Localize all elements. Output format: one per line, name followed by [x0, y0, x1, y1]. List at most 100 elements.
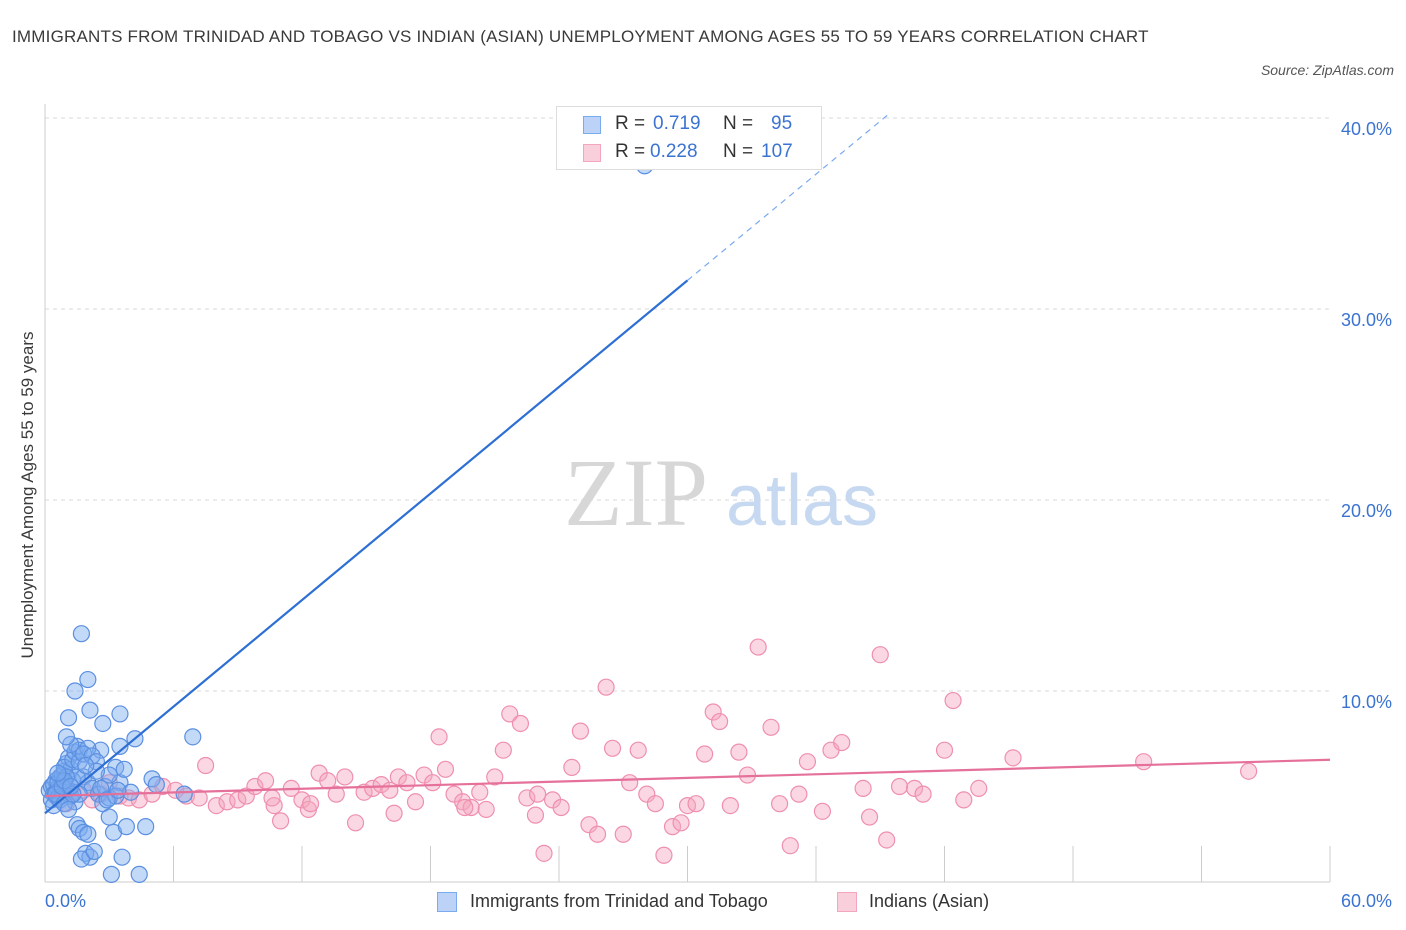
data-point-trinidad-tobago: [100, 766, 118, 784]
data-point-trinidad-tobago: [94, 714, 112, 733]
n-value: 107: [761, 141, 793, 162]
data-point-indians-asian: [580, 816, 598, 834]
legend-swatch-pink: [583, 144, 601, 162]
data-point-indians-asian: [813, 802, 832, 820]
n-label: N =: [723, 113, 754, 134]
data-point-indians-asian: [781, 837, 799, 855]
data-point-indians-asian: [854, 779, 872, 798]
data-point-indians-asian: [621, 774, 639, 792]
data-point-indians-asian: [696, 745, 714, 763]
data-point-trinidad-tobago: [117, 818, 135, 836]
data-point-indians-asian: [535, 844, 553, 862]
watermark: ZIP atlas: [564, 439, 878, 546]
data-point-trinidad-tobago: [115, 760, 133, 778]
data-point-trinidad-tobago: [175, 785, 193, 803]
data-point-indians-asian: [935, 741, 954, 759]
data-point-indians-asian: [364, 779, 382, 798]
data-point-indians-asian: [833, 733, 851, 752]
data-point-indians-asian: [749, 638, 767, 656]
data-point-indians-asian: [336, 768, 354, 786]
n-value: 95: [771, 113, 793, 134]
data-point-indians-asian: [1004, 749, 1022, 767]
axes: [44, 104, 1331, 883]
data-point-indians-asian: [914, 785, 932, 803]
data-point-trinidad-tobago: [111, 705, 129, 723]
series-trinidad-tobago: [40, 157, 654, 883]
legend-swatch-blue: [583, 116, 601, 134]
data-point-indians-asian: [770, 795, 789, 813]
n-label: N =: [723, 141, 754, 162]
data-point-trinidad-tobago: [57, 728, 76, 746]
data-point-indians-asian: [704, 703, 722, 721]
data-point-trinidad-tobago: [77, 756, 95, 775]
data-point-trinidad-tobago: [113, 848, 131, 866]
data-point-indians-asian: [955, 791, 973, 809]
data-point-trinidad-tobago: [184, 728, 202, 746]
legend-swatch-blue: [437, 892, 457, 912]
y-tick-label: 40.0%: [1341, 119, 1392, 139]
data-point-indians-asian: [389, 768, 407, 786]
data-point-trinidad-tobago: [66, 682, 84, 700]
data-point-indians-asian: [871, 646, 889, 664]
data-point-trinidad-tobago: [59, 709, 78, 727]
series-indians-asian: [47, 638, 1258, 864]
data-point-indians-asian: [327, 785, 345, 803]
data-point-indians-asian: [663, 818, 682, 836]
source-label: Source: ZipAtlas.com: [1260, 62, 1394, 78]
r-label: R =: [615, 113, 646, 134]
data-point-indians-asian: [385, 804, 403, 822]
trend-line-trinidad-tobago: [44, 279, 689, 815]
data-point-trinidad-tobago: [122, 783, 140, 801]
data-point-indians-asian: [167, 781, 185, 799]
data-point-trinidad-tobago: [100, 808, 118, 826]
data-point-indians-asian: [511, 714, 530, 733]
data-point-indians-asian: [424, 774, 442, 792]
data-point-indians-asian: [494, 741, 512, 759]
data-point-indians-asian: [614, 825, 632, 843]
y-tick-label: 10.0%: [1341, 692, 1392, 712]
data-point-indians-asian: [711, 712, 729, 731]
data-point-indians-asian: [798, 753, 817, 771]
data-point-indians-asian: [638, 785, 656, 803]
stats-row-blue: R = 0.719 N = 95: [557, 110, 821, 138]
legend-label: Indians (Asian): [869, 891, 990, 911]
data-point-indians-asian: [588, 825, 607, 843]
data-point-indians-asian: [477, 800, 495, 819]
data-point-indians-asian: [436, 760, 455, 778]
data-point-indians-asian: [762, 718, 780, 736]
data-point-trinidad-tobago: [49, 764, 67, 782]
data-point-indians-asian: [301, 795, 320, 813]
trend-lines: [44, 111, 1331, 815]
y-tick-label: 30.0%: [1341, 310, 1392, 330]
data-point-indians-asian: [905, 779, 924, 798]
data-point-indians-asian: [197, 756, 215, 775]
watermark-atlas: atlas: [726, 461, 878, 541]
data-point-indians-asian: [970, 779, 988, 798]
data-point-trinidad-tobago: [72, 850, 91, 868]
data-point-trinidad-tobago: [137, 818, 155, 836]
data-point-trinidad-tobago: [81, 701, 99, 719]
data-point-indians-asian: [207, 796, 225, 815]
data-point-indians-asian: [263, 789, 281, 807]
r-label: R =: [615, 141, 646, 162]
x-tick-label: 0.0%: [45, 891, 86, 911]
stats-legend: R = 0.719 N = 95 R = 0.228 N = 107: [556, 106, 822, 170]
chart-title: IMMIGRANTS FROM TRINIDAD AND TOBAGO VS I…: [12, 27, 1149, 46]
data-point-indians-asian: [597, 678, 615, 696]
data-point-indians-asian: [293, 791, 311, 809]
data-point-indians-asian: [237, 787, 255, 805]
data-point-trinidad-tobago: [147, 775, 165, 794]
data-point-indians-asian: [603, 739, 622, 757]
data-point-indians-asian: [256, 772, 275, 790]
data-point-indians-asian: [563, 758, 581, 777]
data-point-indians-asian: [486, 768, 504, 786]
data-point-trinidad-tobago: [79, 825, 97, 843]
data-point-indians-asian: [629, 741, 647, 759]
tick-labels: 10.0% 20.0% 30.0% 40.0% 0.0% 60.0%: [45, 119, 1392, 911]
data-point-indians-asian: [944, 691, 962, 710]
data-point-trinidad-tobago: [85, 842, 103, 861]
data-point-indians-asian: [471, 783, 489, 801]
data-point-trinidad-tobago: [59, 800, 78, 819]
data-point-indians-asian: [372, 775, 390, 794]
data-point-indians-asian: [890, 777, 909, 796]
